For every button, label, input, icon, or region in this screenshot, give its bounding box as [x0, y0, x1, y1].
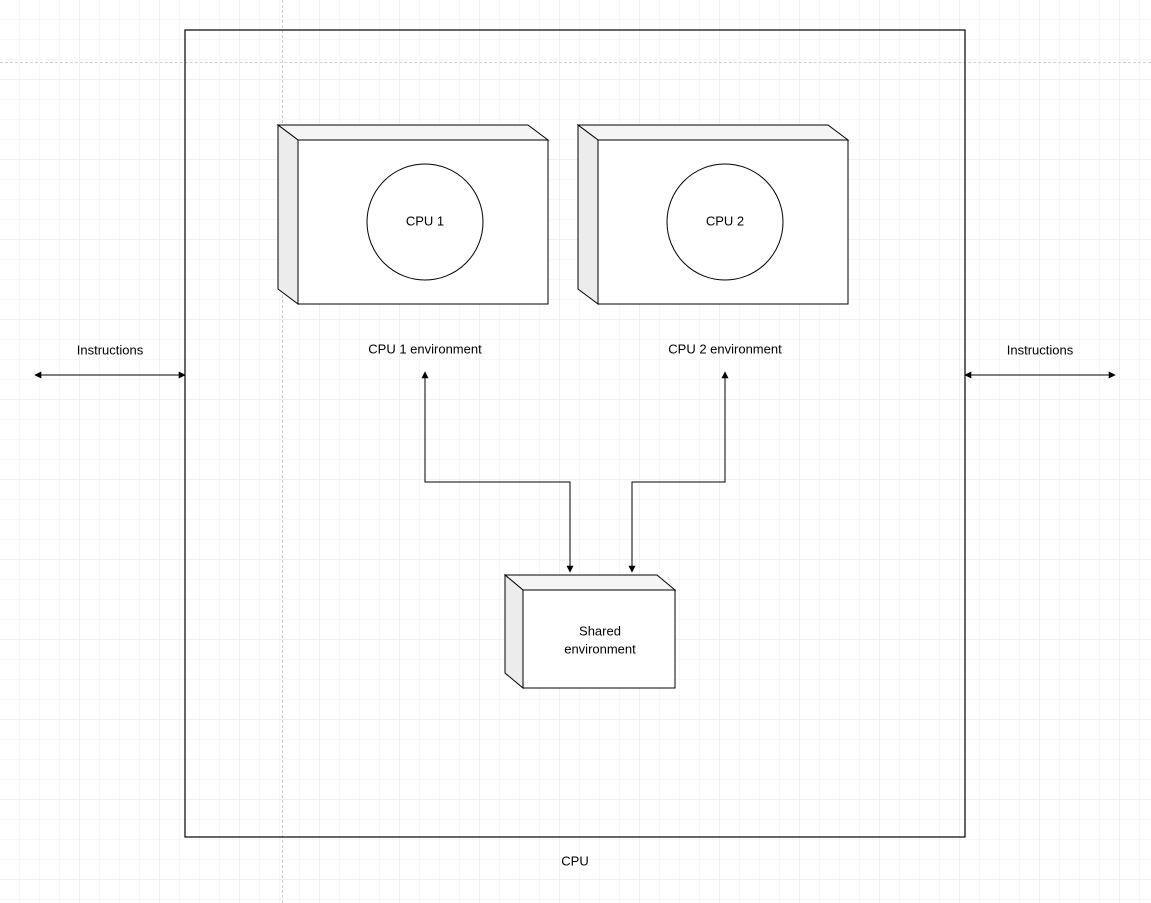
shared-env-box: Shared environment — [505, 575, 675, 688]
shared-env-label-2: environment — [564, 641, 636, 656]
cpu-architecture-diagram: CPU Instructions Instructions CPU 1 CPU … — [0, 0, 1151, 903]
outer-cpu-label: CPU — [561, 853, 588, 868]
instructions-left-label: Instructions — [77, 342, 144, 357]
shared-env-label-1: Shared — [579, 623, 621, 638]
cpu1-env-label: CPU 1 environment — [368, 341, 482, 356]
cpu2-box: CPU 2 — [578, 125, 848, 304]
cpu2-label: CPU 2 — [706, 213, 744, 228]
connector-cpu1-to-shared — [425, 372, 570, 572]
cpu2-env-label: CPU 2 environment — [668, 341, 782, 356]
cpu1-box: CPU 1 — [278, 125, 548, 304]
connector-cpu2-to-shared — [632, 372, 725, 572]
cpu1-label: CPU 1 — [406, 213, 444, 228]
instructions-right-label: Instructions — [1007, 342, 1074, 357]
